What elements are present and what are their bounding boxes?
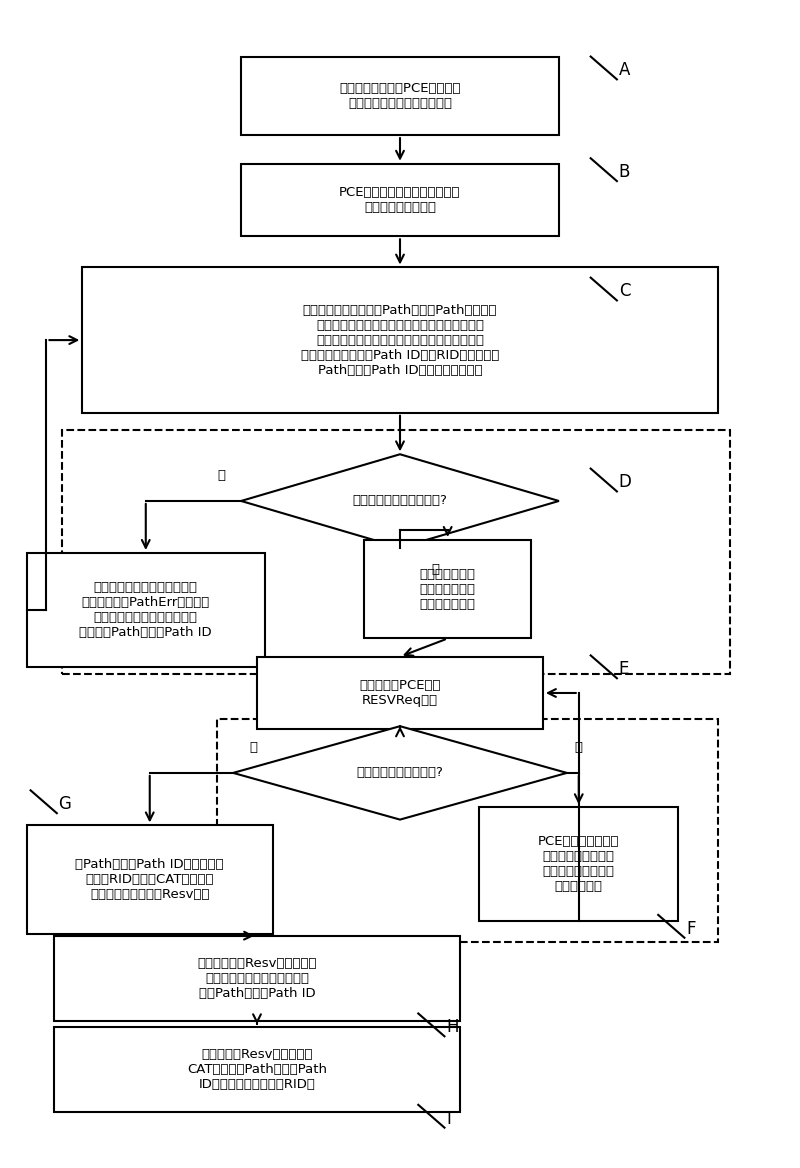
Text: 当前预留波长是否可用?: 当前预留波长是否可用? — [357, 766, 443, 779]
Text: 是: 是 — [249, 742, 257, 755]
FancyBboxPatch shape — [479, 807, 678, 922]
Text: 源节点发送消息给PCE，请求建
立从源节点到目的节点的光路: 源节点发送消息给PCE，请求建 立从源节点到目的节点的光路 — [339, 82, 461, 110]
Text: 从光路可用波长
集中选择一个波
长作为预留波长: 从光路可用波长 集中选择一个波 长作为预留波长 — [420, 568, 476, 611]
Text: F: F — [686, 919, 696, 938]
Text: PCE计算得到显式路由，并将显
式路由发送给源节点: PCE计算得到显式路由，并将显 式路由发送给源节点 — [339, 186, 461, 214]
FancyBboxPatch shape — [54, 936, 459, 1021]
Text: PCE通知目的节点从
光路可用波长集中选
择一个新的可用波长
作为预留波长: PCE通知目的节点从 光路可用波长集中选 择一个新的可用波长 作为预留波长 — [538, 835, 619, 894]
Text: 中间节点收到Resv消息后进行
资源预留，并且去除相应链路
上的Path消息的Path ID: 中间节点收到Resv消息后进行 资源预留，并且去除相应链路 上的Path消息的P… — [198, 957, 317, 1000]
Text: E: E — [618, 660, 629, 679]
FancyBboxPatch shape — [26, 826, 273, 934]
FancyBboxPatch shape — [257, 656, 543, 729]
Text: 目的节点沿显式路由的反方向
向源节点发送PathErr消息，并
且去除显式路由所包括的每段
链路上的Path消息的Path ID: 目的节点沿显式路由的反方向 向源节点发送PathErr消息，并 且去除显式路由所… — [79, 580, 212, 639]
Polygon shape — [233, 726, 567, 820]
Text: 源节点收到Resv消息后，从
CAT表中删除Path消息的Path
ID、相应的预留波长和RID集: 源节点收到Resv消息后，从 CAT表中删除Path消息的Path ID、相应的… — [187, 1048, 327, 1091]
Text: 否: 否 — [574, 742, 582, 755]
Text: I: I — [446, 1110, 451, 1127]
Text: 光路可用波长集是否为空?: 光路可用波长集是否为空? — [353, 494, 447, 507]
FancyBboxPatch shape — [82, 267, 718, 412]
Text: 源节点向目的节点发送Path消息，Path消息依次
经过显式路由所包括的每段链路，根据每段链路
的链路可用波长集得到光路可用波长集，根据每
段链路上已经标记的P: 源节点向目的节点发送Path消息，Path消息依次 经过显式路由所包括的每段链路… — [301, 304, 499, 376]
Text: G: G — [58, 795, 71, 813]
Text: D: D — [618, 473, 631, 492]
FancyBboxPatch shape — [54, 1027, 459, 1112]
Text: A: A — [618, 61, 630, 79]
Text: 否: 否 — [432, 563, 440, 576]
Text: 是: 是 — [218, 470, 226, 482]
Text: B: B — [618, 164, 630, 181]
Text: 目的节点向PCE发送
RESVReq消息: 目的节点向PCE发送 RESVReq消息 — [359, 679, 441, 707]
FancyBboxPatch shape — [364, 540, 531, 639]
Text: H: H — [446, 1018, 458, 1036]
Text: 将Path消息的Path ID、当前预留
波长和RID集存入CAT表中，然
后通知目的节点发送Resv消息: 将Path消息的Path ID、当前预留 波长和RID集存入CAT表中，然 后通… — [75, 858, 224, 902]
FancyBboxPatch shape — [241, 164, 559, 236]
Text: C: C — [618, 283, 630, 300]
Polygon shape — [241, 454, 559, 548]
FancyBboxPatch shape — [241, 57, 559, 135]
FancyBboxPatch shape — [26, 552, 265, 667]
